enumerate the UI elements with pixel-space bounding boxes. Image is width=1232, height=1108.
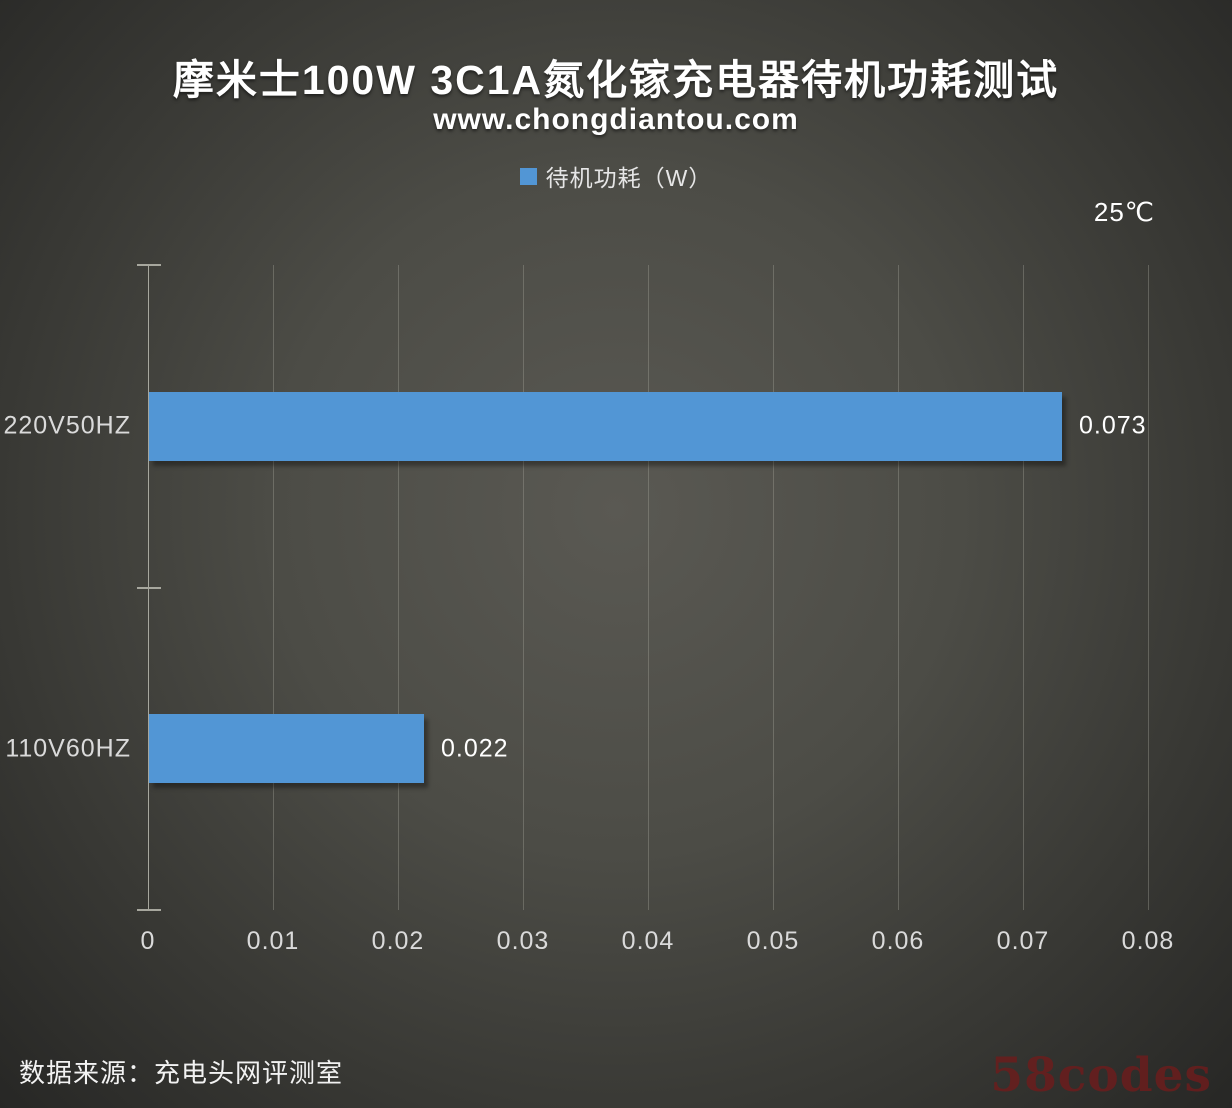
x-tick-label: 0.04: [621, 927, 675, 955]
x-tick-label: 0.02: [371, 927, 425, 955]
legend: 待机功耗（W）: [0, 159, 1232, 193]
watermark: 58codes: [990, 1048, 1212, 1103]
bar-220v50hz: [149, 391, 1062, 461]
grid-line: [523, 265, 524, 910]
x-tick-label: 0: [140, 927, 156, 955]
grid-line: [773, 265, 774, 910]
grid-line: [648, 265, 649, 910]
grid-line: [398, 265, 399, 910]
y-axis-tick: [137, 909, 161, 911]
legend-swatch-icon: [519, 167, 537, 185]
plot-area: 0.073 0.022: [137, 264, 1149, 911]
x-tick-label: 0.08: [1121, 927, 1175, 955]
grid-line: [898, 265, 899, 910]
grid-line: [1023, 265, 1024, 910]
chart-subtitle: www.chongdiantou.com: [433, 103, 799, 136]
category-label: 220V50HZ: [3, 411, 131, 440]
y-axis-tick: [137, 264, 161, 266]
x-tick-label: 0.01: [246, 927, 300, 955]
x-axis-labels: 0 0.01 0.02 0.03 0.04 0.05 0.06 0.07 0.08: [141, 927, 1174, 967]
chart-title: 摩米士100W 3C1A氮化镓充电器待机功耗测试: [172, 57, 1060, 103]
value-label: 0.073: [1079, 411, 1147, 440]
value-label: 0.022: [441, 734, 509, 763]
legend-label: 待机功耗（W）: [545, 165, 713, 191]
grid-line: [273, 265, 274, 910]
temperature-annotation: 25℃: [1093, 197, 1155, 227]
y-axis-tick: [137, 586, 161, 589]
category-axis-labels: 220V50HZ 110V60HZ: [0, 0, 131, 1108]
x-tick-label: 0.07: [996, 927, 1050, 955]
category-label: 110V60HZ: [5, 734, 131, 763]
source-note: 数据来源：充电头网评测室: [19, 1058, 344, 1088]
x-tick-label: 0.03: [496, 927, 550, 955]
x-tick-label: 0.06: [871, 927, 925, 955]
bar-110v60hz: [149, 714, 424, 784]
grid-line: [1148, 265, 1149, 910]
x-tick-label: 0.05: [746, 927, 800, 955]
